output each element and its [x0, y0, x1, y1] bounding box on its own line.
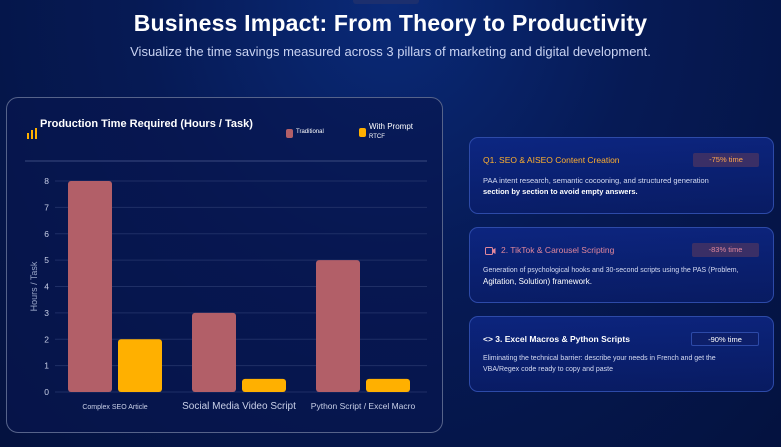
card-title-excel: <> 3. Excel Macros & Python Scripts [483, 334, 630, 344]
bar-traditional [316, 260, 360, 392]
chart-card: Production Time Required (Hours / Task) … [6, 97, 443, 433]
bar-with-prompt [366, 378, 410, 392]
card-desc-seo: PAA intent research, semantic cocooning,… [483, 175, 763, 197]
y-tick-label: 6 [44, 229, 49, 239]
time-savings-badge-seo: -75% time [693, 153, 759, 167]
card-desc-excel: Eliminating the technical barrier: descr… [483, 353, 763, 375]
y-tick-label: 8 [44, 176, 49, 186]
page-title: Business Impact: From Theory to Producti… [133, 10, 648, 36]
card-desc-tiktok-lead: Generation of psychological hooks and 30… [483, 267, 739, 274]
y-axis-label: Hours / Task [29, 261, 39, 311]
bar-chart: 0 1 2 3 4 5 6 7 8 Hours / Task Complex SEO Article… [25, 160, 427, 412]
legend-swatch-with-prompt [359, 128, 366, 137]
card-desc-excel-tail: VBA/Regex code ready to copy and paste [483, 366, 613, 373]
legend-label-with-prompt: With Prompt [369, 122, 414, 131]
card-desc-tiktok-tail: Agitation, Solution) framework. [483, 277, 592, 286]
y-tick-label: 1 [44, 361, 49, 371]
card-seo-content[interactable]: Q1. SEO & AISEO Content Creation -75% ti… [469, 137, 774, 214]
time-savings-badge-excel: -90% time [691, 332, 759, 346]
video-icon [485, 247, 496, 255]
card-desc-seo-lead: PAA intent research, semantic cocooning,… [483, 176, 709, 185]
page-subtitle: Visualize the time savings measured acro… [130, 44, 651, 59]
y-tick-label: 7 [44, 202, 49, 212]
x-tick-label: Python Script / Excel Macro [311, 401, 416, 411]
top-tab-handle [353, 0, 419, 4]
bar-with-prompt [118, 339, 162, 392]
card-tiktok-scripting[interactable]: 2. TikTok & Carousel Scripting -83% time… [469, 227, 774, 303]
chart-title: Production Time Required (Hours / Task) [40, 118, 253, 130]
card-excel-python[interactable]: <> 3. Excel Macros & Python Scripts -90%… [469, 316, 774, 392]
card-title-seo: Q1. SEO & AISEO Content Creation [483, 155, 620, 165]
y-tick-label: 2 [44, 334, 49, 344]
y-tick-label: 3 [44, 308, 49, 318]
bar-traditional [192, 312, 236, 392]
y-tick-label: 4 [44, 282, 49, 292]
bar-with-prompt [242, 378, 286, 392]
bar-traditional [68, 181, 112, 392]
bar-chart-icon [27, 128, 37, 139]
y-tick-label: 5 [44, 255, 49, 265]
legend-item-traditional[interactable]: Traditional [286, 128, 324, 138]
legend-label-with-prompt-sub: RTCF [369, 134, 385, 140]
y-tick-label: 0 [44, 387, 49, 397]
legend-label-traditional: Traditional [296, 129, 324, 135]
card-desc-tiktok: Generation of psychological hooks and 30… [483, 265, 763, 288]
card-desc-seo-bold: section by section to avoid empty answer… [483, 187, 638, 196]
time-savings-badge-tiktok: -83% time [692, 243, 759, 257]
x-tick-label: Complex SEO Article [82, 404, 147, 411]
legend-item-with-prompt[interactable]: With Prompt RTCF [359, 123, 413, 141]
card-title-tiktok: 2. TikTok & Carousel Scripting [501, 245, 615, 255]
x-tick-label: Social Media Video Script [182, 401, 296, 412]
card-desc-excel-lead: Eliminating the technical barrier: descr… [483, 355, 716, 362]
legend-swatch-traditional [286, 129, 293, 138]
